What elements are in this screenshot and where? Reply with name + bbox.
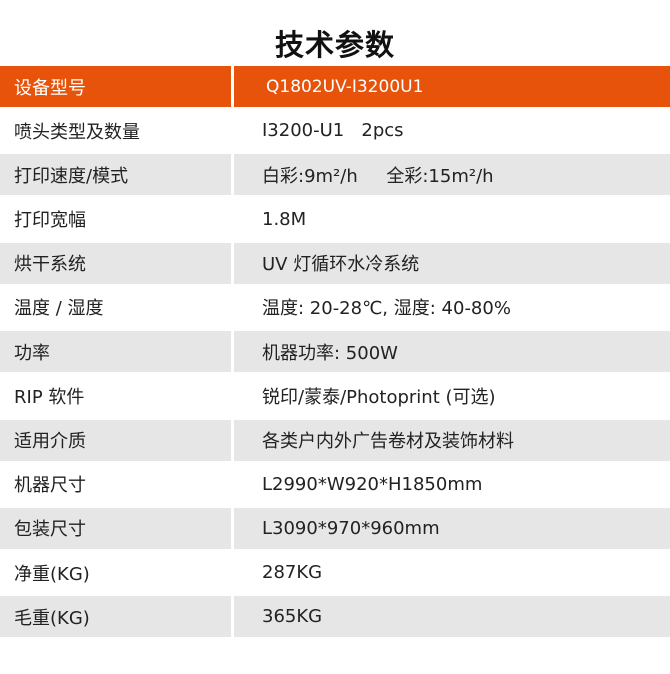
row-value: 各类户内外广告卷材及装饰材料 — [234, 419, 670, 461]
row-value: 锐印/蒙泰/Photoprint (可选) — [262, 386, 496, 408]
table-row: 功率 机器功率: 500W — [0, 331, 670, 373]
table-row: 喷头类型及数量 I3200-U1 2pcs — [0, 110, 670, 151]
row-label: RIP 软件 — [14, 386, 85, 408]
table-row: 打印宽幅 1.8M — [0, 199, 670, 240]
row-value: L3090*970*960mm — [234, 507, 670, 549]
header-label: 设备型号 — [0, 66, 231, 107]
spec-table: 设备型号 Q1802UV-I3200U1 喷头类型及数量 I3200-U1 2pc… — [0, 66, 670, 640]
row-value: UV 灯循环水冷系统 — [234, 242, 670, 284]
table-row: 打印速度/模式 白彩:9m²/h 全彩:15m²/h — [0, 154, 670, 196]
row-label: 打印宽幅 — [14, 210, 86, 232]
row-label: 适用介质 — [0, 419, 231, 461]
table-row: 包装尺寸 L3090*970*960mm — [0, 507, 670, 549]
row-value: 365KG — [234, 596, 670, 638]
row-label: 净重(KG) — [14, 563, 90, 585]
row-value: 机器功率: 500W — [234, 331, 670, 373]
row-label: 喷头类型及数量 — [14, 121, 140, 143]
row-value: L2990*W920*H1850mm — [262, 473, 483, 495]
row-label: 打印速度/模式 — [0, 154, 231, 196]
page-title: 技术参数 — [274, 28, 395, 62]
row-label: 包装尺寸 — [0, 507, 231, 549]
row-label: 毛重(KG) — [0, 596, 231, 638]
table-row: 净重(KG) 287KG — [0, 552, 670, 593]
table-header-row: 设备型号 Q1802UV-I3200U1 — [0, 66, 670, 107]
row-label: 温度 / 湿度 — [14, 298, 104, 320]
table-row: 毛重(KG) 365KG — [0, 596, 670, 638]
header-value: Q1802UV-I3200U1 — [234, 66, 670, 107]
row-value: 287KG — [262, 562, 323, 584]
row-value: 白彩:9m²/h 全彩:15m²/h — [234, 154, 670, 196]
row-value: I3200-U1 2pcs — [262, 120, 404, 142]
table-row: 烘干系统 UV 灯循环水冷系统 — [0, 242, 670, 284]
table-row: RIP 软件 锐印/蒙泰/Photoprint (可选) — [0, 375, 670, 416]
table-row: 温度 / 湿度 温度: 20-28℃, 湿度: 40-80% — [0, 287, 670, 328]
row-label: 功率 — [0, 331, 231, 373]
row-label: 烘干系统 — [0, 242, 231, 284]
table-row: 机器尺寸 L2990*W920*H1850mm — [0, 464, 670, 505]
row-label: 机器尺寸 — [14, 475, 86, 497]
row-value: 温度: 20-28℃, 湿度: 40-80% — [262, 298, 511, 320]
table-row: 适用介质 各类户内外广告卷材及装饰材料 — [0, 419, 670, 461]
row-value: 1.8M — [262, 208, 307, 230]
